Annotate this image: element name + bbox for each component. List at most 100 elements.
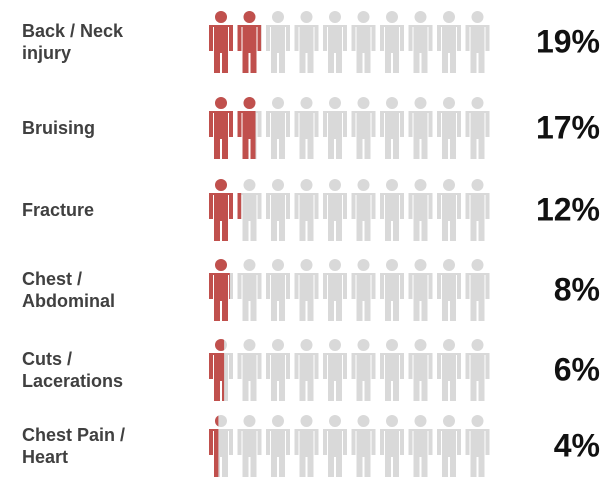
- icon-head: [272, 11, 284, 23]
- icon-body: [437, 111, 461, 159]
- icon-head: [300, 97, 313, 109]
- icon-body: [266, 193, 290, 241]
- icon-body: [237, 353, 262, 401]
- icon-body: [294, 25, 319, 73]
- icon-body: [323, 353, 347, 401]
- icon-row: [209, 259, 490, 321]
- icon-body: [380, 25, 404, 73]
- icon-body: [408, 273, 433, 321]
- icon-head: [329, 11, 341, 23]
- icon-head: [471, 97, 484, 109]
- icon-body: [237, 429, 262, 477]
- icon-body: [209, 111, 233, 159]
- icon-body: [437, 429, 461, 477]
- icon-head: [443, 11, 455, 23]
- icon-body: [351, 273, 376, 321]
- value-label: 17%: [535, 109, 600, 146]
- icon-head: [443, 179, 455, 191]
- icon-body: [266, 429, 290, 477]
- icon-head: [300, 179, 313, 191]
- icon-body: [209, 353, 225, 401]
- filled-icons: [209, 259, 230, 321]
- icon-body: [380, 273, 404, 321]
- icon-head: [243, 11, 256, 23]
- icon-head: [243, 415, 256, 427]
- icon-head: [272, 179, 284, 191]
- icon-body: [266, 25, 290, 73]
- icon-head: [272, 97, 284, 109]
- icon-head: [414, 179, 427, 191]
- icon-head: [300, 415, 313, 427]
- icon-head: [357, 259, 370, 271]
- icon-body: [294, 111, 319, 159]
- icon-body: [323, 273, 347, 321]
- icon-head: [272, 259, 284, 271]
- icon-body: [323, 25, 347, 73]
- icon-head: [357, 339, 370, 351]
- icon-body: [209, 193, 233, 241]
- icon-body: [408, 25, 433, 73]
- icon-body: [294, 353, 319, 401]
- icon-body: [351, 25, 376, 73]
- icon-body: [380, 193, 404, 241]
- icon-head: [357, 97, 370, 109]
- icon-body: [437, 25, 461, 73]
- icon-body: [294, 193, 319, 241]
- value-label: 19%: [535, 23, 600, 60]
- icon-head: [471, 339, 484, 351]
- filled-icons: [209, 11, 262, 73]
- icon-body: [465, 111, 490, 159]
- icon-head: [386, 11, 398, 23]
- icon-body: [465, 25, 490, 73]
- icon-head: [443, 259, 455, 271]
- icon-body: [465, 273, 490, 321]
- icon-body: [437, 273, 461, 321]
- icon-body: [351, 193, 376, 241]
- icon-body: [209, 25, 233, 73]
- icon-head: [300, 259, 313, 271]
- icon-body: [237, 111, 256, 159]
- icon-body: [465, 193, 490, 241]
- icon-head: [215, 415, 219, 427]
- icon-head: [471, 11, 484, 23]
- icon-head: [386, 97, 398, 109]
- category-label: Fracture: [22, 200, 95, 220]
- filled-icons: [209, 339, 225, 401]
- icon-row: [209, 179, 490, 241]
- icon-head: [471, 179, 484, 191]
- icon-body: [323, 111, 347, 159]
- icon-body: [351, 111, 376, 159]
- icon-body: [237, 273, 262, 321]
- icon-body: [323, 429, 347, 477]
- icon-body: [408, 193, 433, 241]
- icon-head: [215, 339, 225, 351]
- category-label: Chest / Abdominal: [22, 269, 115, 311]
- filled-icons: [209, 97, 256, 159]
- icon-head: [215, 97, 227, 109]
- icon-head: [357, 415, 370, 427]
- icon-head: [386, 179, 398, 191]
- icon-body: [437, 353, 461, 401]
- icon-body: [294, 429, 319, 477]
- icon-head: [329, 415, 341, 427]
- category-label: Bruising: [22, 118, 96, 138]
- icon-head: [329, 179, 341, 191]
- icon-head: [215, 179, 227, 191]
- icon-head: [243, 179, 256, 191]
- icon-body: [266, 273, 290, 321]
- icon-head: [443, 339, 455, 351]
- icon-head: [243, 339, 256, 351]
- icon-body: [465, 429, 490, 477]
- icon-body: [266, 353, 290, 401]
- icon-head: [414, 415, 427, 427]
- icon-head: [414, 259, 427, 271]
- icon-body: [209, 273, 230, 321]
- icon-head: [471, 259, 484, 271]
- icon-head: [414, 11, 427, 23]
- icon-body: [351, 353, 376, 401]
- icon-head: [386, 415, 398, 427]
- value-label: 12%: [535, 191, 600, 228]
- icon-row: [209, 415, 490, 477]
- icon-head: [272, 415, 284, 427]
- category-label: Chest Pain / Heart: [22, 425, 126, 467]
